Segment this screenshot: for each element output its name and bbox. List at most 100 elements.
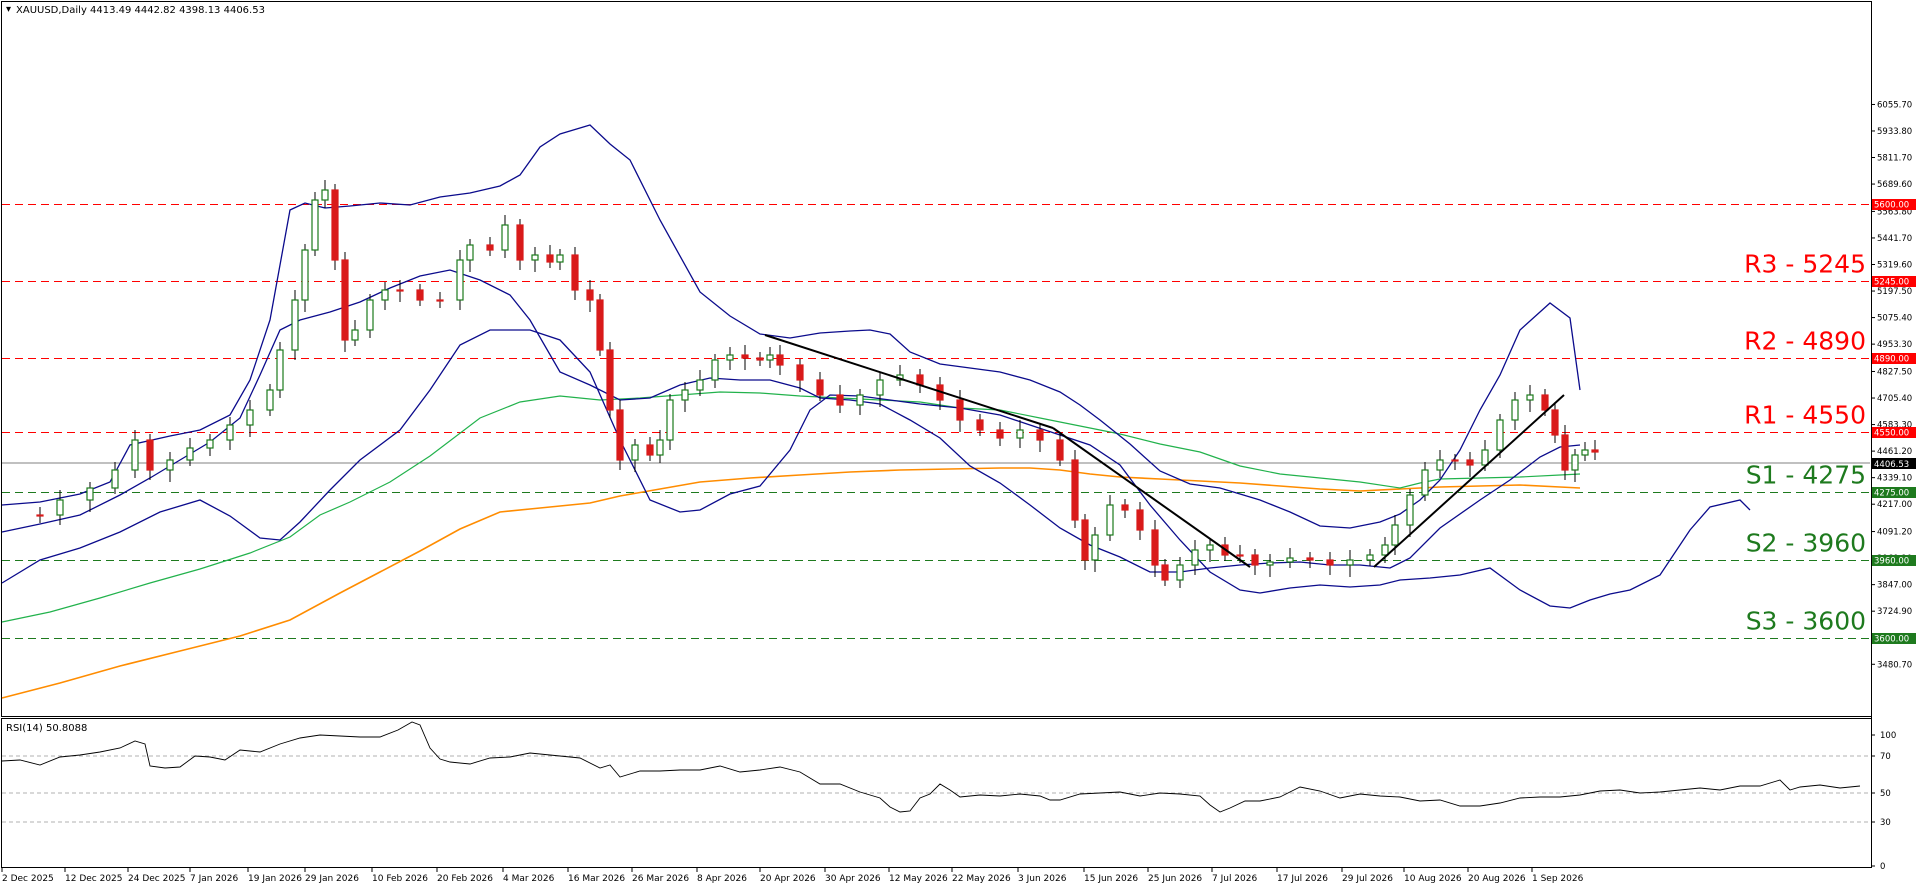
candle-body: [1581, 449, 1589, 456]
time-tick-label: 16 Mar 2026: [568, 874, 625, 884]
level-tag: [1872, 633, 1916, 644]
candle-body: [546, 254, 554, 263]
descending-trendline[interactable]: [764, 334, 1054, 429]
rsi-axis: 100 70 50 30 0: [1871, 731, 1896, 872]
descending-trendline-2[interactable]: [1052, 427, 1251, 568]
candle-body: [396, 289, 404, 292]
candle-body: [516, 224, 524, 261]
level-tag-text: 5245.00: [1874, 278, 1909, 288]
candle-body: [466, 244, 474, 261]
candle-body: [1406, 494, 1414, 526]
candle-body: [1381, 544, 1389, 556]
price-tick-label: 4583.30: [1877, 421, 1912, 431]
candle-body: [1511, 399, 1519, 421]
candle-body: [1571, 454, 1579, 471]
time-tick-label: 17 Jul 2026: [1277, 874, 1328, 884]
candle-body: [766, 354, 774, 361]
level-tag-text: 3960.00: [1874, 557, 1909, 567]
candle-body: [246, 409, 254, 426]
time-tick-label: 22 May 2026: [952, 874, 1011, 884]
candle-body: [796, 364, 804, 381]
candle-body: [726, 354, 734, 361]
candle-body: [876, 379, 884, 396]
price-tick-label: 4705.40: [1877, 394, 1912, 404]
price-axis-level-tags: 5600.00 5245.00 4890.00 4550.00 4275.00 3960.…: [1872, 199, 1916, 645]
time-tick-label: 2 Dec 2025: [2, 874, 54, 884]
time-tick-label: 25 Jun 2026: [1148, 874, 1202, 884]
time-tick-label: 8 Apr 2026: [697, 874, 747, 884]
bollinger-upper: [1, 124, 1581, 529]
level-label: S2 - 3960: [1746, 529, 1866, 558]
candle-body: [1591, 449, 1599, 453]
candle-body: [311, 199, 319, 251]
candle-body: [1251, 554, 1259, 566]
candle-body: [1036, 429, 1044, 441]
price-tick-label: 5811.70: [1877, 154, 1912, 164]
candle-body: [1016, 429, 1024, 439]
candle-body: [226, 424, 234, 441]
candle-body: [166, 459, 174, 471]
candle-body: [1191, 549, 1199, 566]
candle-body: [276, 349, 284, 391]
candle-body: [816, 379, 824, 396]
candle-body: [1366, 554, 1374, 561]
time-tick-label: 29 Jul 2026: [1342, 874, 1393, 884]
candle-body: [1436, 459, 1444, 471]
candle-body: [776, 354, 784, 366]
candle-body: [321, 189, 329, 201]
candle-body: [381, 289, 389, 301]
candle-body: [586, 289, 594, 301]
ascending-trendline[interactable]: [1373, 394, 1565, 568]
collapse-arrow-icon[interactable]: ▾: [6, 4, 11, 15]
price-tick-label: 5197.50: [1877, 287, 1912, 297]
candle-body: [696, 379, 704, 391]
candle-body: [596, 299, 604, 351]
level-tag: [1872, 427, 1916, 438]
price-tick-label: 5075.40: [1877, 314, 1912, 324]
candle-body: [131, 439, 139, 471]
candle-body: [571, 254, 579, 291]
level-tag: [1872, 199, 1916, 210]
level-tag: [1872, 487, 1916, 498]
time-tick-label: 19 Jan 2026: [248, 874, 302, 884]
candle-body: [956, 399, 964, 421]
rsi-tick-label: 30: [1880, 818, 1891, 828]
time-tick-label: 1 Sep 2026: [1532, 874, 1584, 884]
candle-body: [756, 357, 764, 361]
candle-body: [856, 394, 864, 406]
candlestick-series: [36, 180, 1599, 588]
symbol-label: XAUUSD,Daily: [16, 5, 87, 16]
candle-body: [976, 419, 984, 431]
candle-body: [1306, 557, 1314, 561]
candle-body: [1091, 534, 1099, 561]
level-tag-text: 4550.00: [1874, 429, 1909, 439]
price-tick-label: 5689.60: [1877, 180, 1912, 190]
current-price-tag-text: 4406.53: [1874, 460, 1909, 470]
level-tag-text: 4275.00: [1874, 489, 1909, 499]
level-tag-text: 4890.00: [1874, 355, 1909, 365]
time-tick-label: 7 Jul 2026: [1212, 874, 1257, 884]
candle-body: [341, 259, 349, 341]
level-label: R3 - 5245: [1744, 250, 1866, 279]
time-tick-label: 12 Dec 2025: [65, 874, 123, 884]
candle-body: [656, 439, 664, 456]
candle-body: [416, 289, 424, 301]
candle-body: [741, 354, 749, 359]
candle-body: [1526, 394, 1534, 401]
time-axis: 2 Dec 2025 12 Dec 2025 24 Dec 2025 7 Jan 20…: [1, 868, 1584, 884]
candle-body: [266, 389, 274, 411]
candle-body: [1451, 459, 1459, 462]
time-tick-label: 10 Aug 2026: [1404, 874, 1462, 884]
rsi-tick-label: 50: [1880, 789, 1891, 799]
candle-body: [1121, 504, 1129, 511]
candle-body: [1481, 449, 1489, 466]
time-tick-label: 20 Feb 2026: [437, 874, 493, 884]
candle-body: [36, 514, 44, 517]
main-chart-frame: [1, 1, 1872, 717]
level-tag: [1872, 555, 1916, 566]
level-label: R2 - 4890: [1744, 327, 1866, 356]
candle-body: [1346, 559, 1354, 566]
candle-body: [556, 254, 564, 263]
candle-body: [456, 259, 464, 301]
